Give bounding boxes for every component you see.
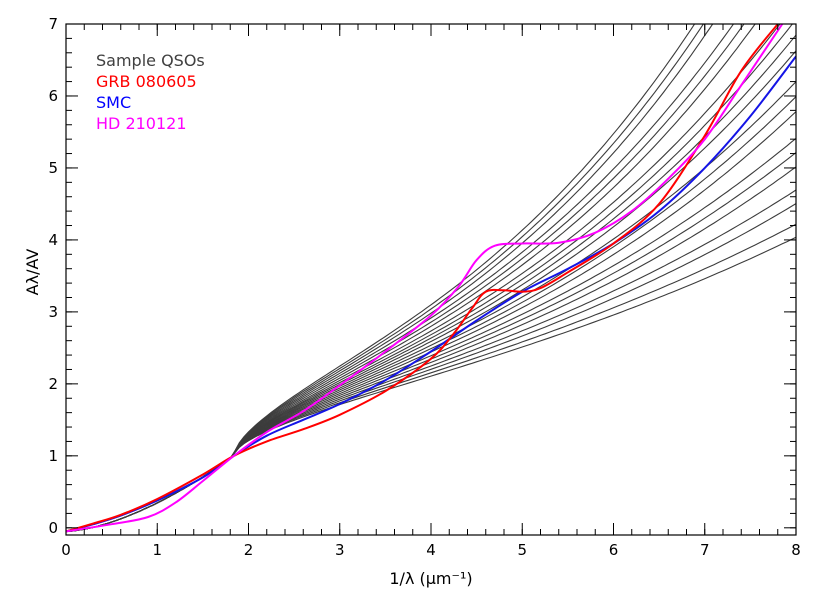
qso-curve (66, 236, 796, 532)
hd-210121-curve (66, 24, 784, 533)
ticks-layer (65, 23, 797, 535)
y-axis-title: Aλ/AV (23, 249, 42, 296)
y-tick-label: 7 (48, 15, 58, 33)
qso-curve (66, 189, 796, 532)
x-tick-label: 2 (244, 541, 254, 559)
y-tick-label: 6 (48, 87, 58, 105)
qso-curve (66, 24, 794, 532)
y-tick-label: 1 (48, 447, 58, 465)
qso-curve (66, 34, 796, 532)
tick-labels-layer: 0 1 2 3 4 5 6 7 8 0 1 2 3 4 5 6 7 (48, 15, 800, 559)
x-tick-label: 1 (152, 541, 162, 559)
qso-curve (66, 223, 796, 532)
qso-curve (66, 81, 796, 532)
legend-entry: Sample QSOs (96, 51, 205, 70)
y-tick-label: 5 (48, 159, 58, 177)
smc-curve (66, 55, 796, 533)
x-axis-title: 1/λ (μm⁻¹) (389, 569, 472, 588)
x-tick-label: 0 (61, 541, 71, 559)
x-tick-label: 8 (791, 541, 801, 559)
x-tick-label: 6 (609, 541, 619, 559)
legend-entry: SMC (96, 93, 131, 112)
curves-layer (66, 24, 796, 533)
legend-entry: HD 210121 (96, 114, 187, 133)
qso-curve (66, 203, 796, 532)
plot-frame (65, 23, 797, 536)
grb-080605-curve (66, 24, 779, 533)
x-tick-label: 7 (700, 541, 710, 559)
legend: Sample QSOs GRB 080605 SMC HD 210121 (96, 51, 205, 133)
x-tick-label: 5 (517, 541, 527, 559)
y-tick-label: 3 (48, 303, 58, 321)
legend-entry: GRB 080605 (96, 72, 197, 91)
x-tick-label: 3 (335, 541, 345, 559)
y-tick-label: 2 (48, 375, 58, 393)
y-tick-label: 0 (48, 519, 58, 537)
x-tick-label: 4 (426, 541, 436, 559)
y-tick-label: 4 (48, 231, 58, 249)
qso-curve (66, 96, 796, 532)
